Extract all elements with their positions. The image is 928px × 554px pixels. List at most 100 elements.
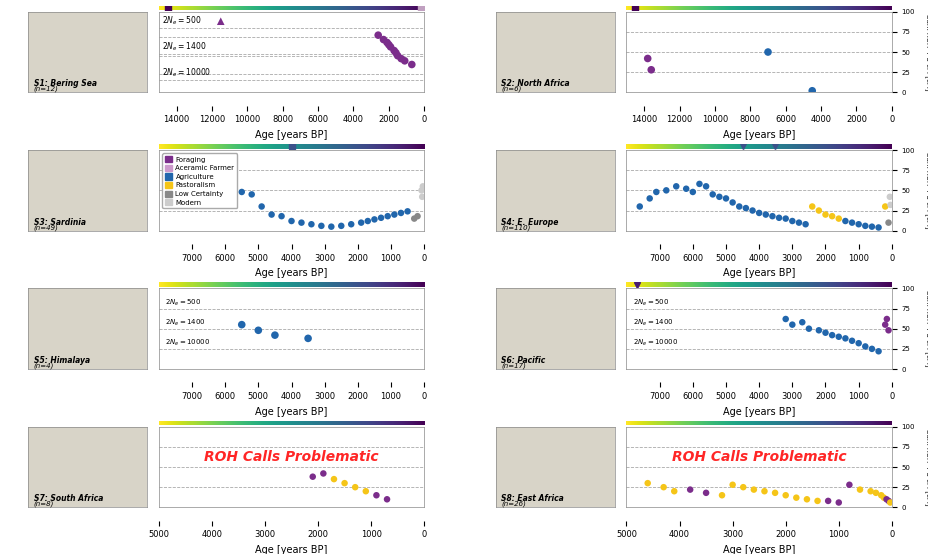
Point	[347, 483, 362, 491]
Point	[844, 218, 858, 227]
Point	[648, 188, 663, 197]
Text: $2N_e = 1400$: $2N_e = 1400$	[165, 317, 206, 328]
Point	[316, 469, 330, 478]
Text: S6: Pacific: S6: Pacific	[501, 356, 545, 365]
Point	[857, 342, 871, 351]
Point	[414, 192, 429, 201]
Text: (n=17): (n=17)	[501, 362, 526, 369]
Point	[735, 483, 750, 491]
Point	[639, 479, 654, 488]
Point	[725, 198, 740, 207]
Text: $2N_e = 10000$: $2N_e = 10000$	[165, 338, 211, 348]
Text: (n=110): (n=110)	[501, 224, 530, 230]
Text: ROH Calls Problematic: ROH Calls Problematic	[204, 450, 379, 464]
Point	[751, 208, 766, 217]
Point	[791, 218, 806, 227]
Point	[778, 315, 793, 324]
Point	[380, 38, 394, 47]
Point	[877, 202, 892, 211]
Point	[804, 202, 818, 211]
Point	[883, 201, 897, 209]
Text: $2N_e = 500$: $2N_e = 500$	[165, 297, 201, 307]
Point	[760, 48, 775, 57]
Point	[373, 213, 388, 222]
Text: (n=26): (n=26)	[501, 501, 526, 507]
Point	[376, 35, 391, 44]
Point	[879, 315, 894, 324]
Point	[380, 212, 394, 220]
Point	[343, 220, 358, 229]
Point	[293, 218, 308, 227]
Point	[641, 194, 656, 203]
Point	[198, 170, 213, 178]
Point	[756, 487, 771, 496]
Point	[810, 326, 825, 335]
Point	[305, 472, 320, 481]
Y-axis label: Sum ROH 4-8 cM [cM]: Sum ROH 4-8 cM [cM]	[924, 152, 928, 229]
Point	[809, 496, 824, 505]
Point	[857, 222, 871, 230]
Text: ROH Calls Problematic: ROH Calls Problematic	[671, 450, 845, 464]
X-axis label: Age [years BP]: Age [years BP]	[255, 407, 328, 417]
Text: (n=6): (n=6)	[501, 86, 522, 93]
Text: S1: Bering Sea: S1: Bering Sea	[33, 79, 97, 88]
Point	[668, 182, 683, 191]
Point	[404, 60, 419, 69]
Point	[234, 188, 249, 197]
Point	[234, 320, 249, 329]
Point	[393, 208, 408, 217]
Point	[191, 179, 206, 188]
Point	[390, 52, 405, 60]
Text: S7: South Africa: S7: South Africa	[33, 494, 103, 504]
X-axis label: Age [years BP]: Age [years BP]	[722, 407, 794, 417]
Point	[784, 320, 799, 329]
Text: $2N_e = 1400$: $2N_e = 1400$	[162, 41, 207, 54]
Point	[878, 495, 893, 504]
Text: $2N_e = 500$: $2N_e = 500$	[632, 297, 669, 307]
Point	[764, 212, 779, 220]
Point	[370, 30, 385, 39]
Point	[632, 202, 647, 211]
Point	[757, 210, 772, 219]
Point	[738, 204, 753, 213]
Point	[818, 329, 832, 337]
Point	[639, 54, 654, 63]
Point	[643, 65, 658, 74]
Text: $2N_e = 500$: $2N_e = 500$	[162, 14, 201, 27]
Point	[771, 213, 786, 222]
X-axis label: Age [years BP]: Age [years BP]	[722, 268, 794, 278]
Point	[831, 498, 845, 507]
Point	[745, 485, 760, 494]
Point	[778, 214, 793, 223]
Text: S2: North Africa: S2: North Africa	[501, 79, 570, 88]
Point	[360, 217, 375, 225]
Text: S8: East Africa: S8: East Africa	[501, 494, 563, 504]
Point	[655, 483, 670, 491]
Point	[368, 491, 383, 500]
Y-axis label: Sum ROH 4-8 cM [cM]: Sum ROH 4-8 cM [cM]	[924, 290, 928, 367]
Point	[382, 43, 397, 52]
Point	[810, 206, 825, 215]
Legend: Foraging, Aceramic Farmer, Agriculture, Pastoralism, Low Certainty, Modern: Foraging, Aceramic Farmer, Agriculture, …	[162, 153, 237, 208]
Point	[804, 86, 818, 95]
Point	[397, 57, 412, 65]
Point	[799, 495, 814, 504]
Point	[326, 475, 341, 484]
Point	[685, 188, 700, 197]
X-axis label: Age [years BP]: Age [years BP]	[255, 545, 328, 554]
Point	[877, 320, 892, 329]
Point	[880, 326, 895, 335]
Text: S4: E. Europe: S4: E. Europe	[501, 218, 559, 227]
Point	[367, 215, 381, 224]
Point	[837, 334, 852, 343]
Text: (n=49): (n=49)	[33, 224, 58, 230]
Point	[850, 339, 865, 348]
Point	[698, 182, 713, 191]
Point	[380, 495, 394, 504]
Point	[214, 176, 229, 185]
Point	[414, 186, 429, 195]
Point	[864, 345, 879, 353]
Point	[388, 48, 403, 57]
Point	[386, 46, 401, 55]
Point	[850, 220, 865, 229]
